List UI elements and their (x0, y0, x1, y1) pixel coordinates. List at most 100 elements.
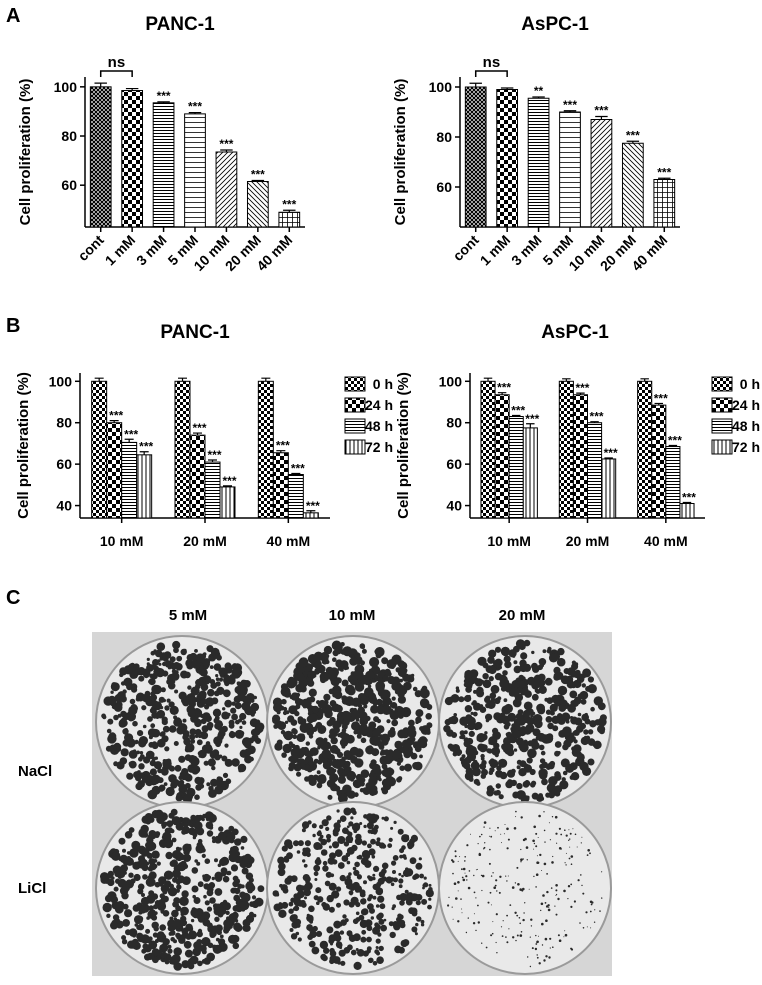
colony (345, 835, 354, 844)
colony (231, 758, 240, 767)
colony (519, 934, 523, 937)
error-bar (306, 510, 316, 513)
colony (464, 756, 472, 764)
colony (506, 914, 508, 917)
error-bar (188, 112, 202, 114)
colony (520, 861, 522, 863)
colony (335, 659, 343, 667)
colony (255, 722, 265, 731)
colony (327, 794, 333, 800)
bar (278, 211, 301, 228)
significance-bracket (99, 70, 133, 77)
colony (409, 857, 417, 865)
well (438, 801, 612, 975)
colony (159, 893, 165, 899)
colony (107, 718, 114, 725)
colony (320, 652, 329, 661)
colony (348, 821, 354, 827)
colony (573, 900, 577, 903)
colony (288, 677, 298, 687)
colony (239, 688, 248, 696)
colony (334, 849, 343, 857)
colony (565, 763, 575, 773)
colony (353, 882, 359, 888)
colony (113, 714, 119, 721)
colony (336, 902, 341, 908)
colony (167, 944, 172, 949)
colony (597, 725, 606, 734)
colony (544, 733, 554, 744)
colony (278, 858, 282, 862)
colony (494, 753, 499, 758)
x-tick-label: 3 mM (508, 232, 545, 269)
colony (546, 890, 549, 894)
colony (500, 833, 502, 835)
colony (374, 922, 379, 928)
colony (235, 719, 240, 725)
colony (540, 796, 545, 801)
colony (540, 750, 546, 756)
colony (557, 685, 568, 696)
colony (162, 759, 172, 769)
colony (538, 768, 548, 778)
colony (366, 946, 372, 951)
colony (153, 904, 159, 910)
colony (146, 657, 150, 662)
significance-bracket (474, 70, 508, 77)
colony (128, 872, 134, 878)
colony (459, 730, 465, 736)
colony (171, 909, 179, 918)
colony (129, 698, 136, 705)
colony (190, 909, 199, 918)
colony (514, 911, 517, 914)
colony (420, 919, 425, 924)
colony (246, 881, 251, 886)
colony (421, 898, 428, 905)
colony (545, 955, 548, 958)
colony (365, 745, 375, 755)
colony (535, 682, 541, 688)
colony (404, 763, 412, 772)
colony (522, 780, 530, 788)
significance-label: *** (575, 381, 589, 395)
colony (459, 735, 463, 739)
colony (316, 774, 327, 784)
colony (197, 712, 203, 718)
error-bar (157, 101, 170, 103)
colony (160, 767, 169, 776)
colony (209, 665, 214, 669)
colony (201, 817, 205, 822)
error-bar (124, 438, 134, 443)
colony (402, 854, 407, 859)
colony (494, 646, 502, 653)
colony (230, 707, 237, 714)
colony (334, 646, 343, 655)
colony (377, 677, 384, 683)
colony (513, 718, 521, 726)
colony (194, 776, 202, 785)
colony (117, 713, 122, 718)
colony (568, 839, 570, 841)
colony (448, 896, 450, 899)
colony (222, 899, 228, 905)
colony (580, 842, 582, 844)
colony (303, 863, 308, 868)
colony (415, 916, 422, 922)
colony (487, 901, 490, 904)
colony (321, 955, 328, 962)
colony (544, 697, 549, 702)
colony (488, 835, 490, 837)
colony (408, 676, 415, 683)
colony (368, 848, 376, 856)
colony (241, 701, 251, 711)
colony (467, 681, 473, 687)
colony (526, 741, 530, 746)
colony (293, 746, 299, 752)
colony (138, 910, 143, 915)
colony (556, 893, 558, 896)
colony (365, 715, 371, 722)
colony (361, 648, 367, 654)
colony (177, 825, 182, 830)
colony (479, 706, 487, 713)
colony (543, 829, 546, 832)
